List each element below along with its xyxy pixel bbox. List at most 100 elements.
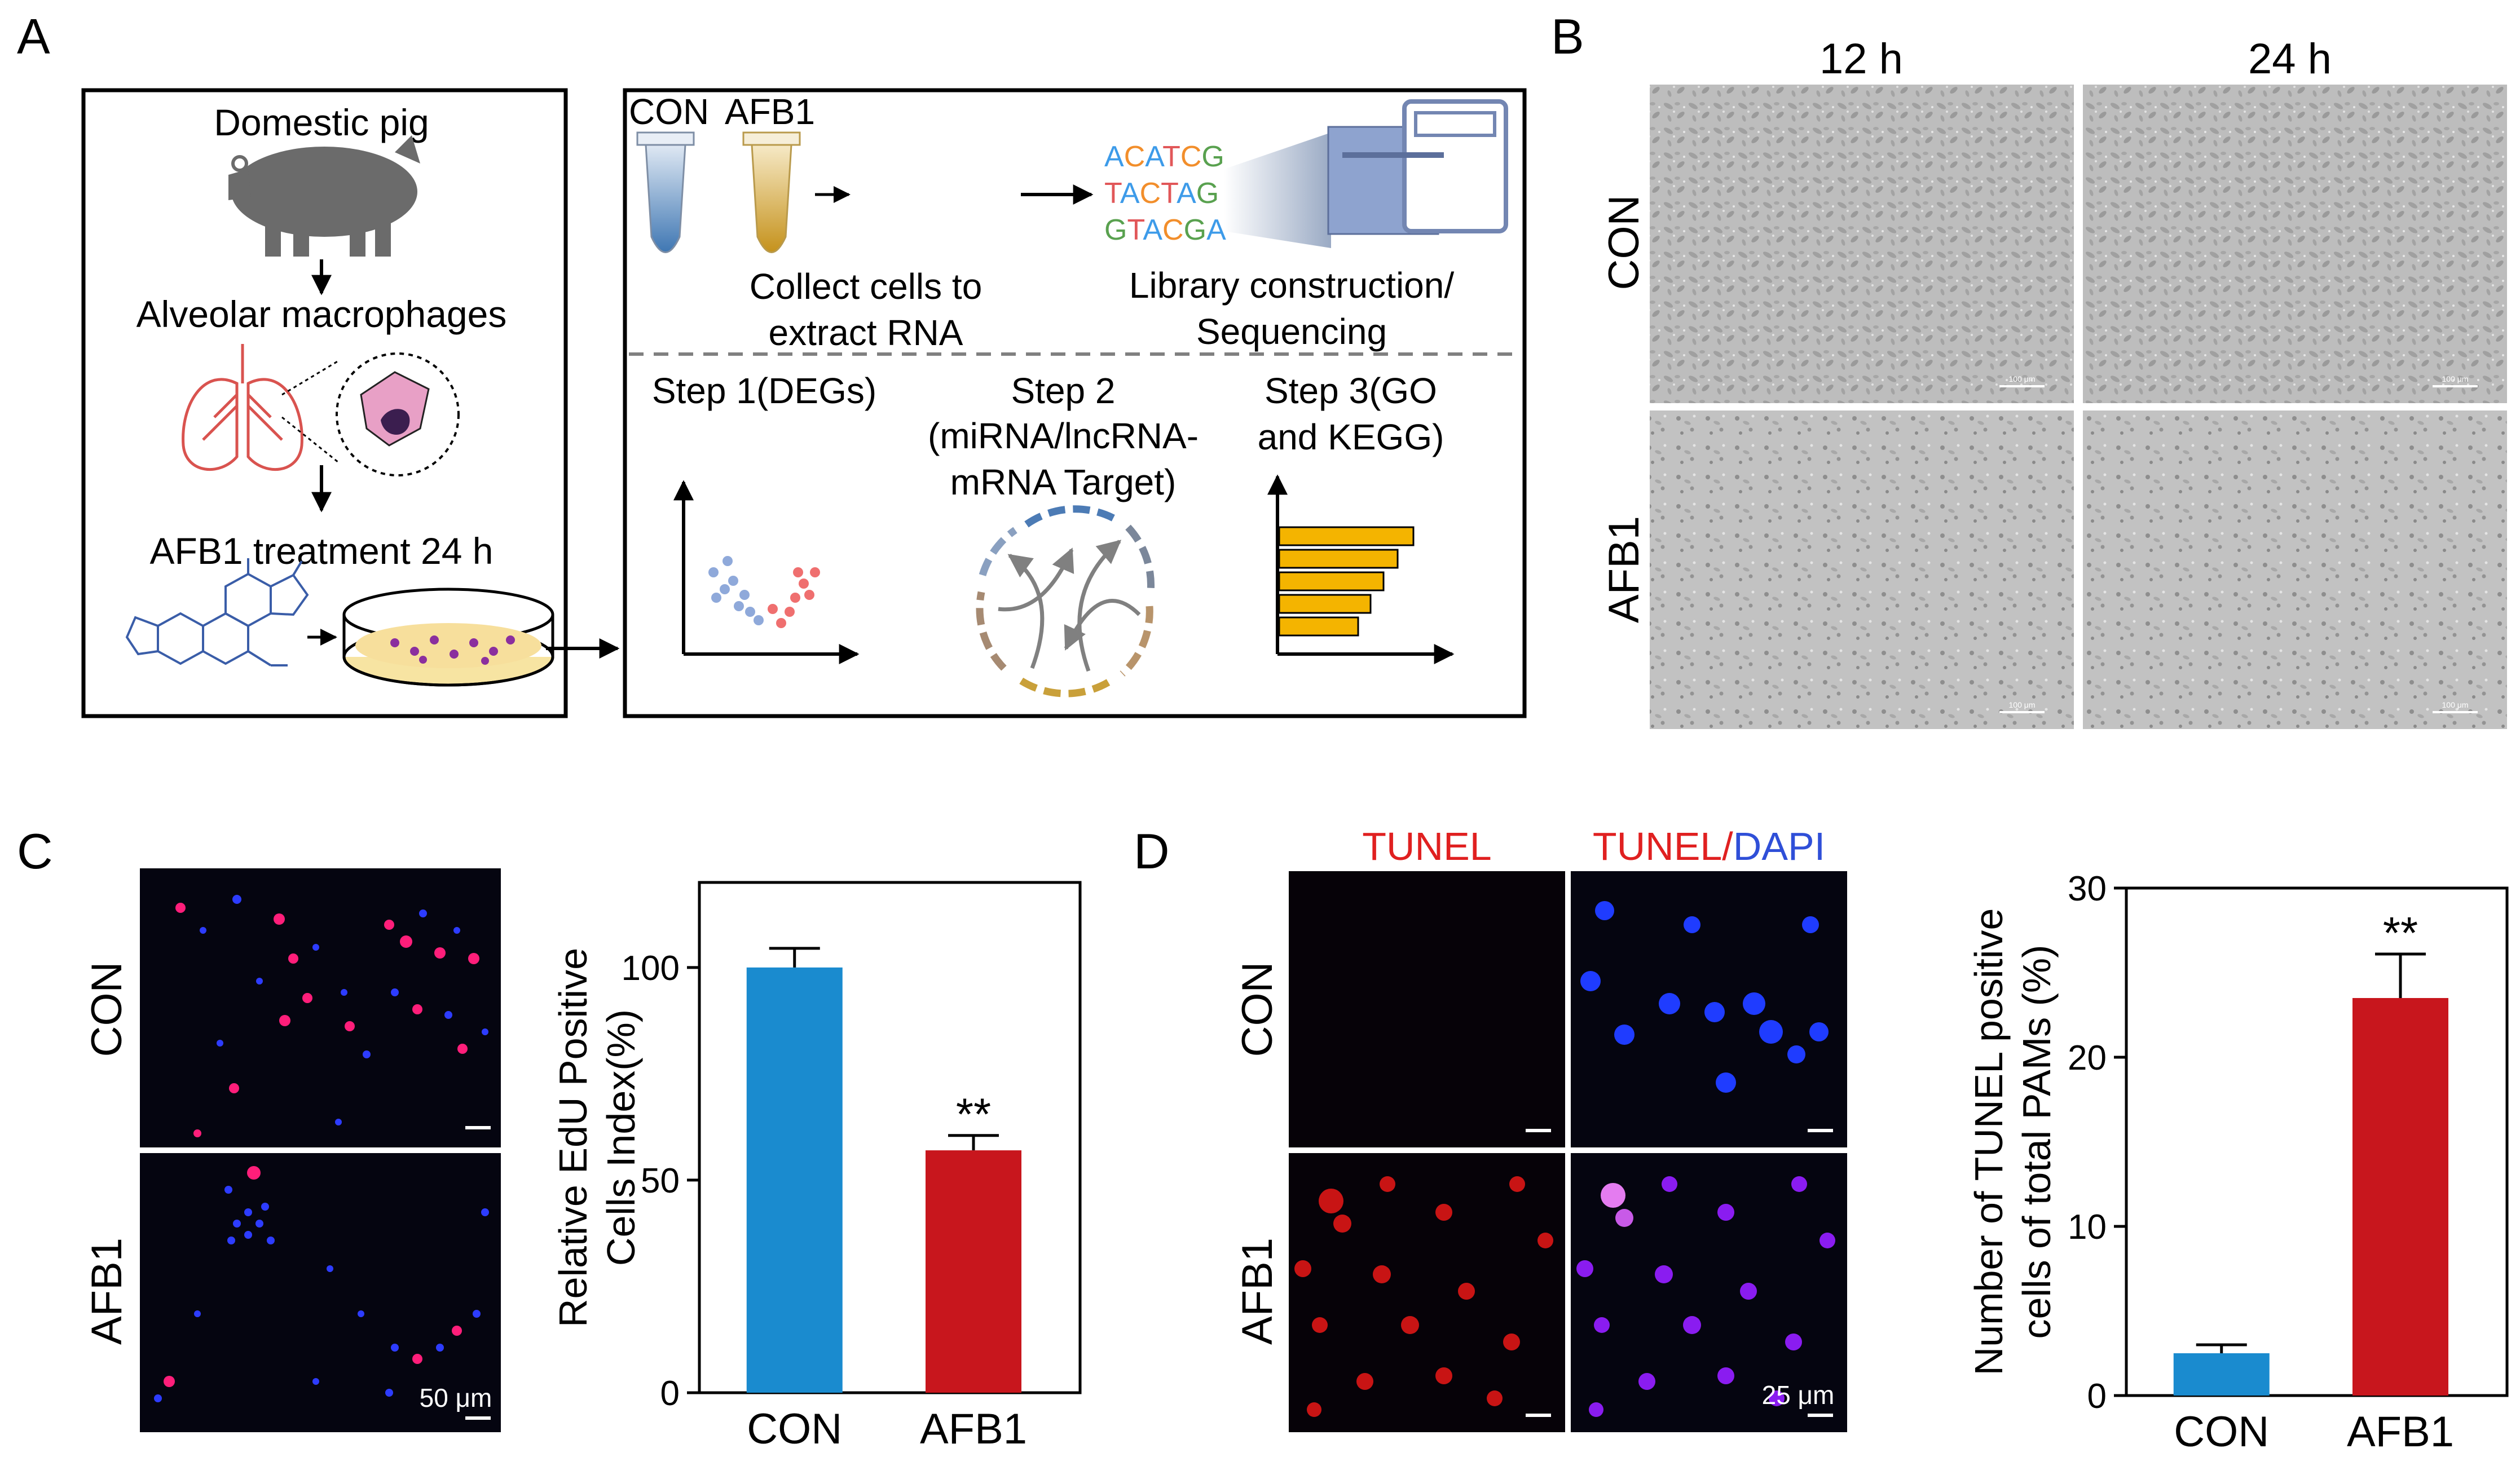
sequence-letter: T [1162,140,1180,173]
edu-image-con [140,868,501,1147]
tunel-image-con [1289,871,1565,1147]
sequence-line: ACATCG [1104,140,1224,173]
sequence-letter: G [1196,177,1219,210]
step2-line3: mRNA Target) [950,462,1177,502]
go-kegg-bar-icon [1267,474,1455,664]
sequence-letter: C [1162,214,1184,246]
y-tick-label: 0 [660,1374,680,1413]
panel-a-right-box: CON AFB1 Collect cells to extract RNA AC… [623,88,1527,718]
macrophage-icon [281,352,460,476]
scale-label-b: 100 μm [2442,700,2469,709]
scale-bars-b [1999,385,2478,713]
edu-cells-afb1 [154,1166,489,1402]
sequencer-icon [1327,99,1508,235]
alveolar-macrophages-label: Alveolar macrophages [136,293,507,335]
y-tick-label: 100 [622,949,680,988]
target-network-icon [976,505,1155,697]
bar-afb1 [2352,998,2448,1396]
network-arrows [998,540,1141,672]
panel-d-images: TUNEL TUNEL/DAPI CON AFB1 [1233,824,1847,1432]
merge-cells-afb1 [1576,1176,1835,1417]
row-con-label: CON [1600,195,1648,290]
sequence-letter: A [1120,177,1140,210]
micrograph-afb1-12h [1650,410,2074,729]
col-12h-label: 12 h [1819,35,1903,83]
panel-b: 12 h 24 h CON AFB1 100 μm 100 μm 100 μm … [1600,35,2507,729]
sequence-letter: A [1206,214,1226,246]
x-tick-label: CON [747,1405,842,1453]
significance-marker: ** [2383,908,2418,958]
library-line2: Sequencing [1196,311,1387,352]
step3-line2: and KEGG) [1258,417,1444,457]
y-axis-label: Number of TUNEL positive [1967,908,2011,1376]
sequence-letter: C [1124,140,1146,173]
scale-label-b: 100 μm [2009,700,2036,709]
y-tick-label: 20 [2068,1039,2107,1078]
row-afb1-label: AFB1 [83,1238,131,1345]
y-tick-label: 50 [641,1162,680,1200]
tube-con-icon [636,131,695,253]
afb1-molecule-icon [125,558,309,666]
chart-edu: 0 50 100 CON AFB1 ** Relative EdU Positive Cell… [551,881,1082,1453]
sequence-letter: G [1104,214,1127,246]
sequence-letter: G [1201,140,1224,173]
y-tick-label: 10 [2068,1208,2107,1247]
scale-label-c: 50 μm [420,1383,492,1412]
sequence-letter: G [1184,214,1206,246]
dapi-nuclei-con [1580,901,1829,1093]
row-afb1-label: AFB1 [1600,516,1648,623]
edu-cells-con [175,895,488,1137]
panel-label-d: D [1134,823,1170,879]
sequence-letter: T [1104,177,1122,210]
plot-frame [2125,886,2509,1397]
tunel-part: TUNEL/ [1593,824,1733,868]
row-con-label: CON [83,962,131,1057]
y-tick-label: 0 [2087,1377,2107,1416]
panel-c: CON AFB1 [83,868,501,1432]
scale-label-b: 100 μm [2442,374,2469,383]
sequencer-beam [1224,133,1331,248]
sequence-letter: T [1161,177,1178,210]
sequence-letter: C [1180,140,1202,173]
edu-image-afb1 [140,1153,501,1432]
significance-marker: ** [956,1089,991,1140]
sequence-letter: T [1127,214,1144,246]
sequence-letter: A [1145,140,1165,173]
scale-label-b: 100 μm [2009,374,2036,383]
pig-icon [228,135,420,257]
panel-a-left-box: Domestic pig Alveolar macrophages [81,88,568,718]
y-tick-label: 30 [2068,869,2107,908]
tube-afb1-label: AFB1 [725,91,815,132]
y-axis-label: cells of total PAMs (%) [2015,945,2059,1339]
micrograph-con-24h [2083,85,2507,403]
chart-tunel: 0 10 20 30 CON AFB1 ** Number of TUNEL positive… [1967,869,2509,1456]
micrograph-afb1-24h [2083,410,2507,729]
x-tick-label: AFB1 [2347,1408,2454,1456]
treatment-label: AFB1 treatment 24 h [150,530,494,572]
sequence-letter: A [1177,177,1196,210]
scale-bars-d [1526,1129,1833,1417]
sequence-letter: A [1104,140,1124,173]
library-line1: Library construction/ [1129,265,1454,306]
step3-line1: Step 3(GO [1265,370,1437,411]
col-24h-label: 24 h [2248,35,2332,83]
bar-con [2173,1353,2270,1396]
y-axis-label: Relative EdU Positive [551,948,595,1327]
row-afb1-label: AFB1 [1233,1238,1281,1345]
tunel-cells-afb1 [1294,1176,1553,1417]
deg-scatter-icon [673,480,860,664]
bar-con [746,967,843,1393]
sequence-line: TACTAG [1104,177,1219,210]
panel-label-a: A [17,8,50,64]
sequence-line: GTACGA [1104,214,1226,246]
panel-label-c: C [17,823,53,879]
col-tunel-dapi-label: TUNEL/DAPI [1593,824,1825,868]
plot-frame [698,881,1082,1394]
tube-con-label: CON [629,91,709,132]
petri-dish-icon [342,588,554,687]
x-tick-label: CON [2174,1408,2269,1456]
sequence-letter: C [1140,177,1161,210]
collect-line2: extract RNA [769,312,963,353]
y-axis-label: Cells Index(%) [599,1009,643,1266]
